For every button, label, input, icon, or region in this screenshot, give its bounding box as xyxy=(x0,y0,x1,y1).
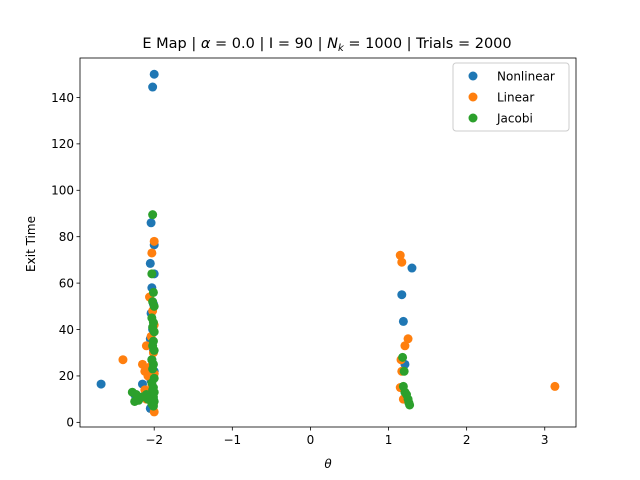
data-point xyxy=(397,290,407,300)
data-point xyxy=(127,387,137,397)
data-point xyxy=(146,218,156,228)
legend-box xyxy=(452,62,570,132)
legend-marker xyxy=(468,71,478,81)
axes: −2 −1 0 1 2 3 0 20 40 60 80 100 120 140 xyxy=(51,57,577,447)
x-tick-label: −2 xyxy=(145,433,163,447)
data-point xyxy=(148,364,158,374)
data-point xyxy=(405,400,415,410)
y-tick-label: 80 xyxy=(59,230,74,244)
data-marks xyxy=(96,69,560,417)
series-jacobi xyxy=(127,210,415,411)
y-tick-label: 140 xyxy=(51,91,74,105)
y-tick-label: 40 xyxy=(59,323,74,337)
plot-frame xyxy=(79,57,577,428)
data-point xyxy=(130,396,140,406)
data-point xyxy=(397,257,407,267)
data-point xyxy=(550,381,560,391)
data-point xyxy=(149,69,159,79)
y-axis-label: Exit Time xyxy=(24,216,38,272)
data-point xyxy=(399,366,409,376)
legend-marker xyxy=(468,113,478,123)
chart-title: E Map | α = 0.0 | I = 90 | Nk = 1000 | T… xyxy=(142,36,511,54)
legend-label: Jacobi xyxy=(496,111,533,125)
data-point xyxy=(148,401,158,411)
data-point xyxy=(145,258,155,268)
data-point xyxy=(147,248,157,258)
x-axis-label: θ xyxy=(324,457,332,471)
data-point xyxy=(149,236,159,246)
data-point xyxy=(400,341,410,351)
data-point xyxy=(141,341,151,351)
x-tick-label: 1 xyxy=(385,433,393,447)
data-point xyxy=(398,316,408,326)
y-tick-label: 20 xyxy=(59,369,74,383)
data-point xyxy=(149,301,159,311)
data-point xyxy=(147,269,157,279)
data-point xyxy=(96,379,106,389)
data-point xyxy=(407,263,417,273)
x-tick-label: 0 xyxy=(307,433,315,447)
legend-label: Linear xyxy=(497,90,534,104)
x-tick-label: −1 xyxy=(223,433,241,447)
legend-marker xyxy=(468,92,478,102)
data-point xyxy=(398,352,408,362)
x-tick-label: 3 xyxy=(541,433,549,447)
data-point xyxy=(118,355,128,365)
x-tick-label: 2 xyxy=(463,433,471,447)
data-point xyxy=(148,82,158,92)
data-point xyxy=(149,345,159,355)
data-point xyxy=(137,359,147,369)
data-point xyxy=(148,210,158,220)
data-point xyxy=(403,334,413,344)
data-point xyxy=(149,327,159,337)
legend: Nonlinear Linear Jacobi xyxy=(452,62,570,132)
y-tick-label: 60 xyxy=(59,276,74,290)
y-tick-label: 0 xyxy=(66,416,74,430)
y-tick-label: 120 xyxy=(51,137,74,151)
legend-label: Nonlinear xyxy=(497,69,555,83)
y-tick-label: 100 xyxy=(51,184,74,198)
data-point xyxy=(395,250,405,260)
data-point xyxy=(148,287,158,297)
